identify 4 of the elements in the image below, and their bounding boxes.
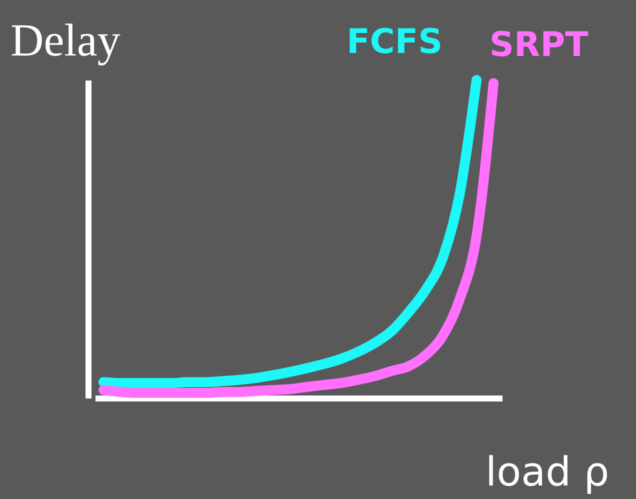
series-label: FCFS [346, 22, 443, 62]
y-axis-title: Delay [10, 14, 120, 66]
series-label: SRPT [490, 25, 590, 66]
x-axis-title: load ρ [486, 450, 610, 496]
